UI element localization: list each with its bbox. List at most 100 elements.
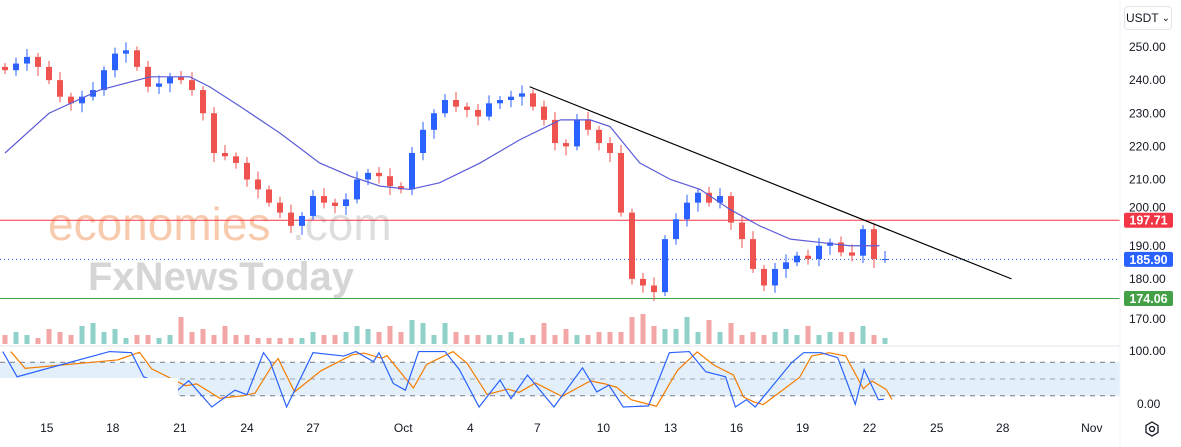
volume-bar — [365, 329, 371, 344]
volume-bar — [244, 335, 250, 344]
candle-body — [310, 196, 316, 216]
candle-body — [46, 66, 52, 81]
volume-bar — [662, 329, 668, 344]
volume-bar — [101, 332, 107, 344]
volume-bar — [541, 323, 547, 344]
time-tick-label: 7 — [534, 421, 541, 435]
price-axis[interactable]: 250.00 240.00 230.00 220.00 210.00 200.00 190.… — [1129, 40, 1166, 411]
candle-body — [387, 176, 393, 187]
volume-bar — [178, 317, 184, 344]
candle — [387, 168, 393, 196]
candle — [420, 121, 426, 161]
candle — [431, 109, 437, 139]
price-tick-label: 250.00 — [1129, 40, 1166, 54]
candle-body — [530, 93, 536, 107]
volume-bar — [563, 329, 569, 344]
candle-body — [343, 199, 349, 206]
candle — [178, 70, 184, 85]
volume-bar — [574, 335, 580, 344]
candle — [552, 111, 558, 151]
candle — [805, 249, 811, 265]
volume-bar — [860, 326, 866, 344]
trendline — [529, 86, 1012, 280]
volume-bar — [629, 317, 635, 344]
time-tick-label: 27 — [306, 421, 320, 435]
volume-bar — [420, 323, 426, 344]
volume-bar — [761, 335, 767, 344]
resistance-tag-label: 197.71 — [1129, 214, 1167, 228]
time-tick-label: 28 — [996, 421, 1010, 435]
candle — [761, 264, 767, 292]
volume-bar — [167, 335, 173, 344]
candle — [299, 211, 305, 235]
stochastic-d-line — [10, 350, 893, 407]
candle — [508, 90, 514, 108]
candle-body — [354, 179, 360, 200]
candle — [57, 72, 63, 103]
candle — [24, 48, 30, 71]
time-tick-label: 22 — [863, 421, 877, 435]
stochastic-tick-label: 100.00 — [1129, 344, 1166, 358]
volume-bar — [79, 326, 85, 344]
candle-body — [167, 76, 173, 84]
volume-bar — [376, 332, 382, 344]
candle — [530, 89, 536, 111]
volume-bar — [398, 332, 404, 344]
candle-body — [365, 172, 371, 180]
candle-body — [838, 242, 844, 253]
candle-body — [629, 212, 635, 279]
candle-body — [332, 202, 338, 206]
candle-body — [508, 96, 514, 100]
volume-bar — [211, 335, 217, 344]
currency-label: USDT — [1125, 11, 1159, 25]
candle — [541, 100, 547, 126]
time-tick-label: Oct — [394, 421, 413, 435]
volume-bar — [90, 323, 96, 344]
volume-bar — [321, 335, 327, 344]
candle-body — [519, 93, 525, 97]
candle — [585, 111, 591, 136]
candle — [134, 46, 140, 71]
currency-selector[interactable]: USDT ⌄ — [1124, 6, 1172, 30]
volume-bar — [838, 332, 844, 344]
volume-bar — [409, 320, 415, 344]
candle-body — [761, 268, 767, 286]
price-tick-label: 210.00 — [1129, 173, 1166, 187]
resistance-tag-bg — [1124, 212, 1173, 228]
candle — [376, 166, 382, 184]
candle-body — [200, 90, 206, 114]
time-axis[interactable]: 15 18 21 24 27 Oct 4 7 10 13 16 19 22 25 28 Nov — [40, 421, 1102, 435]
candle — [607, 137, 613, 162]
candle-body — [277, 202, 283, 213]
volume-bar — [816, 335, 822, 344]
current-tag-bg — [1124, 251, 1173, 267]
candle-body — [101, 70, 107, 91]
volume-bar — [805, 326, 811, 344]
support-price-tag: 174.06 — [1124, 291, 1173, 307]
candle-body — [233, 156, 239, 163]
time-tick-label: Nov — [1081, 421, 1102, 435]
candle — [475, 103, 481, 126]
candle — [442, 94, 448, 118]
volume-bar — [827, 332, 833, 344]
volume-bar — [728, 323, 734, 344]
candle — [101, 66, 107, 96]
settings-icon[interactable] — [1145, 421, 1159, 437]
candle-body — [673, 219, 679, 240]
candle-body — [57, 80, 63, 97]
watermark-fxnewstoday: FxNewsToday — [88, 255, 355, 299]
volume-bar — [222, 326, 228, 344]
candle-body — [794, 255, 800, 263]
candle — [662, 235, 668, 297]
volume-bar — [332, 335, 338, 344]
volume-bar — [431, 335, 437, 344]
candle — [244, 156, 250, 187]
volume-bar — [849, 332, 855, 344]
candle-body — [662, 239, 668, 293]
volume-bars — [2, 314, 888, 344]
candle — [629, 208, 635, 285]
volume-bar — [145, 335, 151, 344]
candle-body — [409, 153, 415, 190]
candle-body — [442, 100, 448, 114]
